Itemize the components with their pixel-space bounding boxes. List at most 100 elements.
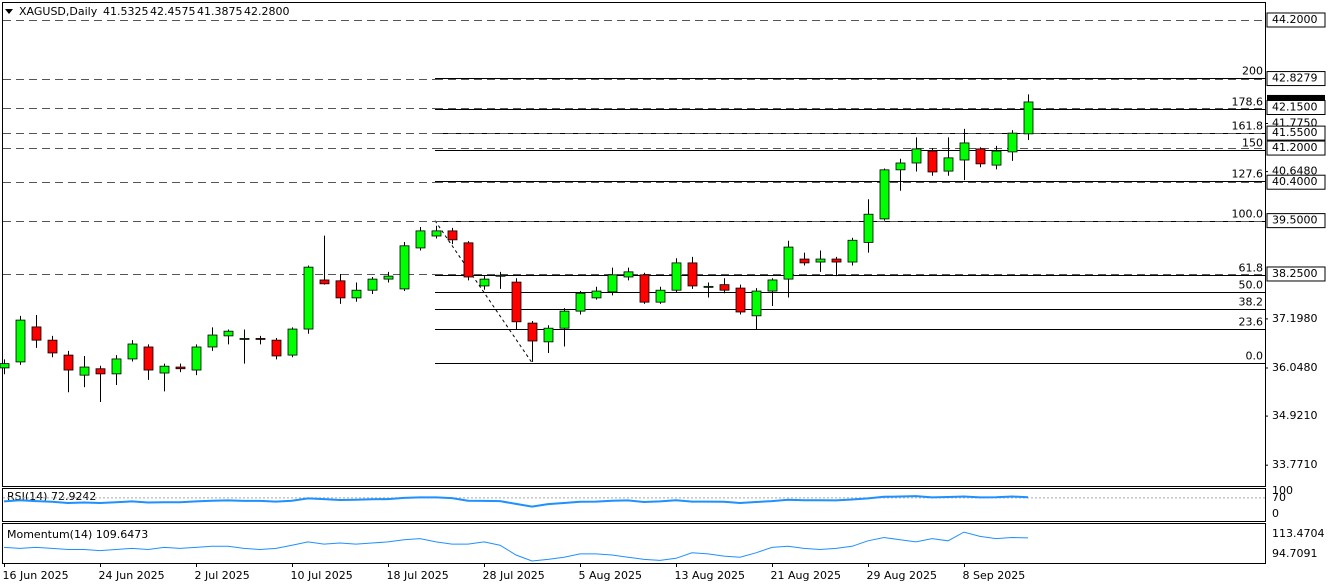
x-tick-label: 16 Jun 2025 (3, 569, 69, 582)
fib-label: 0.0 (1246, 350, 1264, 363)
candle-body (879, 169, 890, 220)
fib-label: 50.0 (1239, 279, 1264, 292)
candle-body (127, 343, 138, 360)
header-close: 42.2800 (244, 5, 290, 18)
candle-body (255, 338, 266, 340)
level-label: 40.4000 (1272, 175, 1318, 188)
y-tick-label: 34.9210 (1272, 409, 1318, 422)
candle-body (207, 334, 218, 348)
candle-body (271, 339, 282, 357)
level-box (1266, 213, 1326, 229)
level-box (1266, 100, 1326, 116)
y-tick-label: 36.0480 (1272, 361, 1318, 374)
candle-body (623, 271, 634, 278)
candle-body (895, 162, 906, 171)
candle-body (415, 230, 426, 249)
y-tick-label: 37.1980 (1272, 312, 1318, 325)
rsi-tick-label: 0 (1272, 507, 1279, 520)
candle-body (351, 289, 362, 299)
candle-body (655, 289, 666, 303)
candle-body (703, 285, 714, 288)
fib-label: 100.0 (1232, 208, 1264, 221)
y-tick-label: 40.6480 (1272, 165, 1318, 178)
candle-body (479, 278, 490, 287)
candle-body (111, 358, 122, 375)
candle-body (847, 239, 858, 263)
header-low: 41.3875 (197, 5, 243, 18)
header-open: 41.5325 (103, 5, 149, 18)
candle-body (863, 213, 874, 243)
y-tick-label: 33.7710 (1272, 458, 1318, 471)
level-label: 38.2500 (1272, 267, 1318, 280)
candle-body (367, 278, 378, 291)
candle-body (735, 287, 746, 313)
candle-body (575, 292, 586, 312)
candle-body (799, 258, 810, 264)
candle-body (31, 326, 42, 341)
candle-body (463, 242, 474, 278)
candle-body (767, 279, 778, 292)
candle-body (943, 157, 954, 172)
candle-body (975, 148, 986, 165)
candle-body (783, 246, 794, 280)
level-box (1266, 140, 1326, 156)
candle-body (1023, 101, 1034, 135)
fib-label: 150 (1242, 137, 1263, 150)
candle-body (991, 150, 1002, 166)
candle-body (223, 330, 234, 337)
fib-label: 161.8 (1232, 120, 1264, 133)
rsi-panel (2, 488, 1266, 522)
level-box (1266, 12, 1326, 28)
candle-body (191, 346, 202, 371)
momentum-tick-label: 94.7091 (1272, 547, 1318, 560)
momentum-tick-label: 113.4704 (1272, 527, 1325, 540)
momentum-panel (2, 523, 1266, 564)
level-box (1266, 174, 1326, 190)
candle-body (911, 148, 922, 164)
candle-body (543, 327, 554, 343)
fib-label: 61.8 (1239, 262, 1264, 275)
candle-body (831, 258, 842, 263)
candle-body (399, 245, 410, 290)
candle-body (495, 274, 506, 277)
header-high: 42.4575 (150, 5, 196, 18)
candle-body (15, 319, 26, 363)
x-tick-label: 10 Jul 2025 (291, 569, 353, 582)
candle-body (335, 280, 346, 299)
candle-body (815, 258, 826, 263)
level-label: 39.5000 (1272, 214, 1318, 227)
x-tick-label: 28 Jul 2025 (483, 569, 545, 582)
candle-body (559, 310, 570, 329)
x-tick-label: 8 Sep 2025 (963, 569, 1026, 582)
candle-body (687, 262, 698, 287)
candle-body (143, 346, 154, 371)
candle-body (287, 328, 298, 356)
x-tick-label: 24 Jun 2025 (99, 569, 165, 582)
candle-body (671, 262, 682, 291)
level-box (1266, 71, 1326, 87)
menu-arrow[interactable] (5, 9, 13, 14)
candle-body (591, 290, 602, 299)
fib-label: 127.6 (1232, 168, 1264, 181)
level-label: 41.2000 (1272, 141, 1318, 154)
candle-body (1007, 132, 1018, 153)
level-label: 42.1500 (1272, 101, 1318, 114)
x-tick-label: 29 Aug 2025 (867, 569, 937, 582)
candle-body (607, 274, 618, 293)
candle-body (719, 284, 730, 291)
rsi-tick-label: 100 (1272, 484, 1293, 497)
candle-body (511, 281, 522, 323)
level-box (1266, 125, 1326, 141)
candle-body (959, 142, 970, 161)
candle-body (239, 338, 250, 340)
candle-body (527, 322, 538, 342)
candle-body (63, 354, 74, 371)
fib-label: 200 (1242, 65, 1263, 78)
candle-body (927, 150, 938, 173)
candle-body (751, 290, 762, 317)
momentum-title: Momentum(14) 109.6473 (7, 528, 148, 541)
candle-body (447, 230, 458, 241)
candle-body (0, 363, 10, 369)
x-tick-label: 2 Jul 2025 (195, 569, 250, 582)
